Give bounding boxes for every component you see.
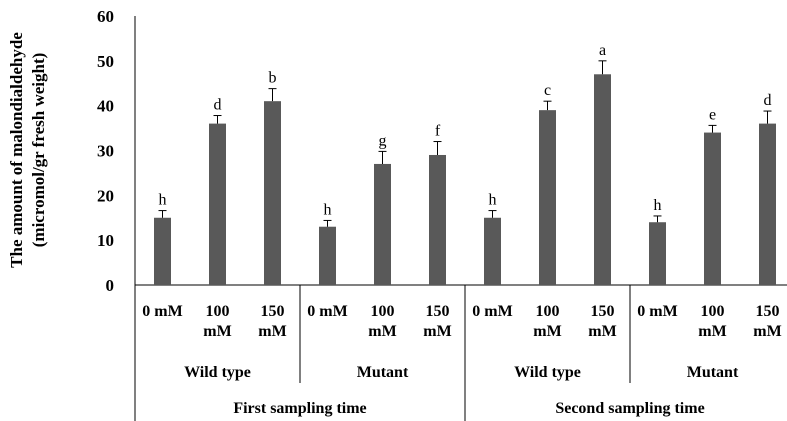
category-label: 0 mM bbox=[142, 303, 182, 320]
genotype-group-label: Wild type bbox=[184, 364, 251, 381]
significance-letter: c bbox=[544, 82, 551, 99]
category-label: 0 mM bbox=[637, 303, 677, 320]
y-tick-label: 30 bbox=[97, 142, 114, 161]
genotype-group-label: Mutant bbox=[357, 364, 409, 381]
y-tick-labels: 0 10 20 30 40 50 60 bbox=[97, 7, 114, 295]
category-label: 100 bbox=[701, 303, 725, 320]
category-label: 150 bbox=[591, 303, 615, 320]
significance-letter: h bbox=[489, 192, 497, 209]
significance-letter: a bbox=[599, 42, 606, 59]
bar bbox=[594, 74, 611, 286]
bar bbox=[539, 110, 556, 286]
category-label: 100 bbox=[206, 303, 230, 320]
bar bbox=[374, 163, 391, 285]
category-label: 100 bbox=[371, 303, 395, 320]
error-bars bbox=[158, 60, 772, 227]
genotype-group-labels: Wild type Mutant Wild type Mutant bbox=[184, 285, 739, 421]
bar bbox=[209, 123, 226, 285]
category-label: mM bbox=[533, 323, 561, 340]
significance-letters: h d b h g f h c a h e d bbox=[159, 42, 772, 219]
y-tick-label: 60 bbox=[97, 7, 114, 26]
sampling-time-labels: First sampling time Second sampling time bbox=[233, 400, 704, 417]
bar bbox=[649, 222, 666, 285]
sampling-time-label: First sampling time bbox=[233, 400, 366, 417]
bar bbox=[429, 154, 446, 285]
genotype-group-label: Wild type bbox=[514, 364, 581, 381]
bar bbox=[154, 217, 171, 285]
category-label: mM bbox=[423, 323, 451, 340]
axes bbox=[134, 16, 787, 421]
y-tick-label: 0 bbox=[106, 276, 115, 295]
bars bbox=[154, 74, 776, 286]
bar bbox=[759, 123, 776, 285]
significance-letter: b bbox=[269, 70, 277, 87]
significance-letter: h bbox=[159, 192, 167, 209]
significance-letter: f bbox=[435, 123, 441, 140]
category-label: 150 bbox=[261, 303, 285, 320]
category-label: mM bbox=[753, 323, 781, 340]
significance-letter: h bbox=[324, 201, 332, 218]
category-label: 150 bbox=[426, 303, 450, 320]
category-labels: 0 mM 100 mM 150 mM 0 mM 100 mM 150 mM 0 mM 100 mM 150… bbox=[142, 303, 781, 340]
bar bbox=[484, 217, 501, 285]
bar bbox=[319, 226, 336, 285]
y-tick-label: 40 bbox=[97, 97, 114, 116]
y-tick-label: 10 bbox=[97, 231, 114, 250]
category-label: mM bbox=[258, 323, 286, 340]
category-label: 150 bbox=[756, 303, 780, 320]
category-label: 100 bbox=[536, 303, 560, 320]
significance-letter: h bbox=[654, 197, 662, 214]
y-tick-label: 50 bbox=[97, 52, 114, 71]
genotype-group-label: Mutant bbox=[687, 364, 739, 381]
category-label: 0 mM bbox=[307, 303, 347, 320]
y-axis-label-line: (micromol/gr fresh weight) bbox=[29, 53, 48, 248]
sampling-time-label: Second sampling time bbox=[555, 400, 704, 417]
y-axis-label-line: The amount of malondialdehyde bbox=[7, 32, 26, 268]
y-tick-label: 20 bbox=[97, 186, 114, 205]
significance-letter: e bbox=[709, 106, 716, 123]
y-axis-label: The amount of malondialdehyde (micromol/g… bbox=[7, 32, 48, 268]
category-label: mM bbox=[698, 323, 726, 340]
significance-letter: g bbox=[379, 132, 387, 149]
bar bbox=[704, 132, 721, 285]
category-label: mM bbox=[588, 323, 616, 340]
significance-letter: d bbox=[764, 92, 772, 109]
category-label: mM bbox=[203, 323, 231, 340]
bar bbox=[264, 101, 281, 285]
category-label: mM bbox=[368, 323, 396, 340]
category-label: 0 mM bbox=[472, 303, 512, 320]
significance-letter: d bbox=[214, 97, 222, 114]
